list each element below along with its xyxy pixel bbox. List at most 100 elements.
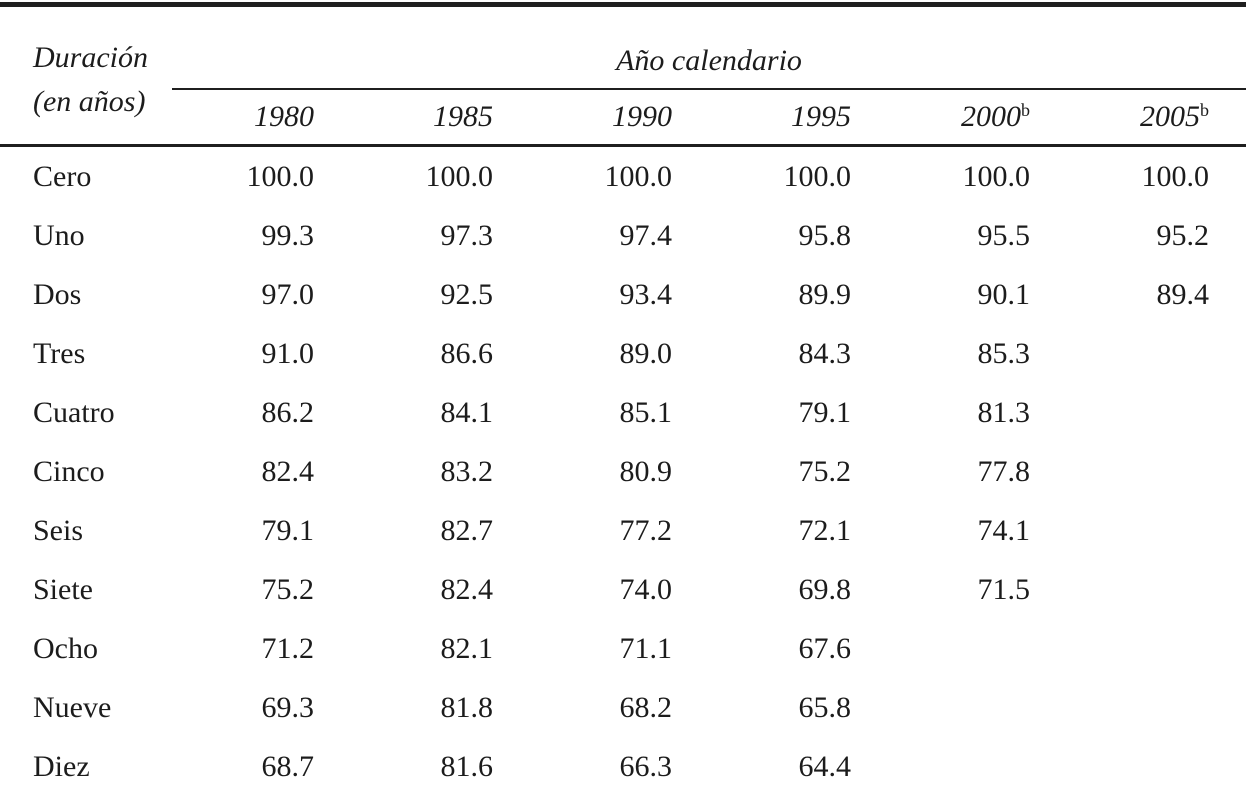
year-header-1985: 1985	[351, 89, 530, 147]
cell-value: 81.3	[977, 395, 1031, 429]
cell-value: 84.3	[798, 336, 852, 370]
row-label: Cinco	[33, 454, 105, 488]
cell-value: 100.0	[604, 159, 673, 193]
table-header: Duración (en años) Año calendario 1980 1…	[0, 4, 1247, 147]
cell-value: 95.8	[798, 218, 852, 252]
cell-value: 74.0	[619, 572, 673, 606]
cell-value: 67.6	[798, 631, 852, 665]
cell-value	[1067, 442, 1246, 501]
cell-value: 74.1	[977, 513, 1031, 547]
table-row: Uno 99.3 97.3 97.4 95.8 95.5 95.2	[0, 206, 1246, 265]
cell-value	[1067, 560, 1246, 619]
cell-value: 64.4	[798, 749, 852, 783]
cell-value: 97.4	[619, 218, 673, 252]
cell-value: 66.3	[619, 749, 673, 783]
footnote-marker: b	[1021, 100, 1030, 120]
table-body: Cero 100.0 100.0 100.0 100.0 100.0 100.0…	[0, 146, 1246, 786]
cell-value	[1067, 324, 1246, 383]
cell-value: 77.2	[619, 513, 673, 547]
cell-value: 90.1	[977, 277, 1031, 311]
cell-value: 97.3	[440, 218, 494, 252]
cell-value	[888, 678, 1067, 737]
row-label: Nueve	[33, 690, 112, 724]
cell-value: 71.2	[261, 631, 315, 665]
cell-value: 99.3	[261, 218, 315, 252]
cell-value: 72.1	[798, 513, 852, 547]
table-row: Nueve 69.3 81.8 68.2 65.8	[0, 678, 1246, 737]
row-label: Ocho	[33, 631, 98, 665]
cell-value: 100.0	[246, 159, 315, 193]
group-header-row: Duración (en años) Año calendario	[0, 4, 1247, 147]
table-row: Cero 100.0 100.0 100.0 100.0 100.0 100.0	[0, 146, 1246, 207]
cell-value: 100.0	[962, 159, 1031, 193]
cell-value: 95.5	[977, 218, 1031, 252]
cell-value: 81.8	[440, 690, 494, 724]
row-label: Seis	[33, 513, 84, 547]
cell-value: 79.1	[798, 395, 852, 429]
table-row: Dos 97.0 92.5 93.4 89.9 90.1 89.4	[0, 265, 1246, 324]
cell-value: 82.7	[440, 513, 494, 547]
row-label: Cuatro	[33, 395, 115, 429]
cell-value: 69.3	[261, 690, 315, 724]
column-group-header: Año calendario	[172, 4, 1247, 90]
cell-value: 91.0	[261, 336, 315, 370]
cell-value: 82.4	[261, 454, 315, 488]
cell-value: 75.2	[261, 572, 315, 606]
year-header-2005: 2005b	[1067, 89, 1247, 147]
cell-value	[888, 619, 1067, 678]
cell-value	[1067, 383, 1246, 442]
table-row: Ocho 71.2 82.1 71.1 67.6	[0, 619, 1246, 678]
cell-value: 100.0	[425, 159, 494, 193]
row-header-duracion: Duración (en años)	[0, 4, 172, 147]
cell-value: 75.2	[798, 454, 852, 488]
cell-value: 100.0	[1141, 159, 1210, 193]
cell-value: 89.4	[1156, 277, 1210, 311]
row-label: Tres	[33, 336, 86, 370]
table-row: Tres 91.0 86.6 89.0 84.3 85.3	[0, 324, 1246, 383]
table-row: Diez 68.7 81.6 66.3 64.4	[0, 737, 1246, 786]
cell-value: 83.2	[440, 454, 494, 488]
cell-value: 68.7	[261, 749, 315, 783]
row-header-line1: Duración	[33, 41, 148, 74]
table-row: Cuatro 86.2 84.1 85.1 79.1 81.3	[0, 383, 1246, 442]
cell-value	[888, 737, 1067, 786]
cell-value: 85.3	[977, 336, 1031, 370]
cell-value: 85.1	[619, 395, 673, 429]
cell-value: 95.2	[1156, 218, 1210, 252]
cell-value	[1067, 619, 1246, 678]
row-label: Uno	[33, 218, 85, 252]
year-header-1980: 1980	[172, 89, 351, 147]
table-row: Siete 75.2 82.4 74.0 69.8 71.5	[0, 560, 1246, 619]
cell-value: 68.2	[619, 690, 673, 724]
row-label: Cero	[33, 159, 92, 193]
row-label: Dos	[33, 277, 82, 311]
row-label: Diez	[33, 749, 90, 783]
cell-value	[1067, 501, 1246, 560]
years-header-row: 1980 1985 1990 1995 2000b 2005b	[0, 89, 1247, 147]
cell-value: 80.9	[619, 454, 673, 488]
cell-value: 71.5	[977, 572, 1031, 606]
cell-value	[1067, 678, 1246, 737]
cell-value: 81.6	[440, 749, 494, 783]
cell-value: 97.0	[261, 277, 315, 311]
row-label: Siete	[33, 572, 93, 606]
cell-value: 89.9	[798, 277, 852, 311]
year-header-1990: 1990	[530, 89, 709, 147]
cell-value: 92.5	[440, 277, 494, 311]
cell-value: 65.8	[798, 690, 852, 724]
cell-value: 77.8	[977, 454, 1031, 488]
row-header-line2: (en años)	[33, 85, 146, 118]
cell-value: 89.0	[619, 336, 673, 370]
footnote-marker: b	[1200, 100, 1210, 120]
cell-value: 84.1	[440, 395, 494, 429]
cell-value: 82.1	[440, 631, 494, 665]
cell-value: 82.4	[440, 572, 494, 606]
year-header-2000: 2000b	[888, 89, 1067, 147]
cell-value: 86.6	[440, 336, 494, 370]
cell-value: 71.1	[619, 631, 673, 665]
table-row: Seis 79.1 82.7 77.2 72.1 74.1	[0, 501, 1246, 560]
cell-value: 79.1	[261, 513, 315, 547]
cell-value	[1067, 737, 1246, 786]
